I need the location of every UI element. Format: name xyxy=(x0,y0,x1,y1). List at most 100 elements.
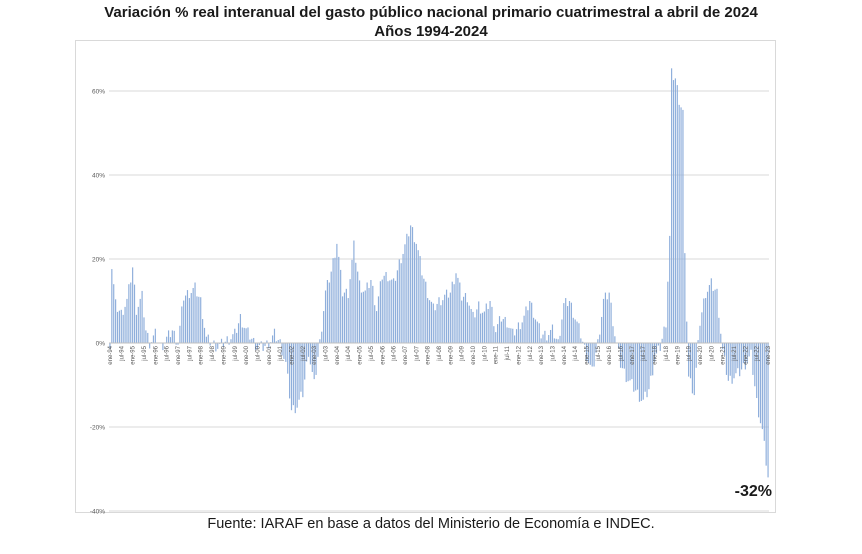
x-tick-label: jul-01 xyxy=(278,345,284,361)
bar xyxy=(430,301,433,343)
bar xyxy=(245,328,247,343)
bar xyxy=(712,290,714,343)
bar xyxy=(487,308,489,343)
y-tick-label: 0% xyxy=(96,341,106,348)
bar xyxy=(209,343,211,346)
bar xyxy=(754,343,756,387)
x-tick-label: jul-06 xyxy=(392,345,398,361)
bar xyxy=(580,338,582,343)
bar xyxy=(644,343,646,392)
bar xyxy=(428,300,431,343)
bar xyxy=(453,284,455,343)
bar xyxy=(631,343,633,380)
bar xyxy=(514,335,516,343)
bar xyxy=(703,298,705,343)
x-tick-label: jul-03 xyxy=(324,345,330,361)
bar xyxy=(132,267,134,343)
x-tick-label: jul-16 xyxy=(619,345,625,361)
bar xyxy=(498,316,501,343)
x-tick-label: jul-14 xyxy=(573,345,579,361)
bar xyxy=(141,290,143,343)
bar xyxy=(565,298,567,343)
bar xyxy=(461,300,463,343)
bar xyxy=(167,330,170,343)
bar xyxy=(162,343,164,351)
bar xyxy=(508,327,510,343)
bar xyxy=(247,327,249,343)
bar xyxy=(324,290,327,343)
bar xyxy=(480,313,482,343)
x-tick-label: ene-96 xyxy=(153,345,159,364)
bar xyxy=(230,339,232,343)
bar xyxy=(689,343,692,379)
bar xyxy=(457,277,459,343)
bar xyxy=(576,321,578,343)
y-tick-label: 40% xyxy=(92,173,105,180)
bar xyxy=(701,312,703,343)
bar xyxy=(447,297,450,343)
bar xyxy=(283,343,285,359)
bar xyxy=(336,243,338,343)
bar xyxy=(601,316,603,343)
bar xyxy=(374,305,376,343)
bar xyxy=(746,343,748,364)
bar xyxy=(676,85,678,343)
bar xyxy=(190,293,192,343)
x-tick-label: ene-13 xyxy=(539,345,545,364)
x-tick-label: jul-00 xyxy=(255,345,261,361)
bar xyxy=(604,292,607,343)
bar xyxy=(708,285,711,343)
bar xyxy=(705,298,707,343)
bar xyxy=(220,338,223,343)
x-tick-label: jul-08 xyxy=(437,345,443,361)
bar xyxy=(657,343,659,346)
bar xyxy=(273,328,276,343)
bar xyxy=(115,299,117,343)
bar xyxy=(548,335,550,343)
bar xyxy=(328,282,330,343)
bar xyxy=(572,317,574,343)
y-tick-label: 60% xyxy=(92,89,105,96)
bar xyxy=(733,343,735,379)
bar xyxy=(345,288,347,343)
bar xyxy=(385,272,387,343)
x-tick-label: ene-05 xyxy=(358,345,364,364)
bar xyxy=(449,292,451,343)
bar xyxy=(215,343,217,352)
bar xyxy=(659,343,661,351)
bar xyxy=(767,343,769,478)
bar xyxy=(654,343,656,362)
bar xyxy=(224,341,226,343)
bar xyxy=(256,343,259,349)
bar xyxy=(591,343,593,367)
bar xyxy=(113,284,115,343)
bar xyxy=(542,334,544,343)
bar xyxy=(497,324,499,343)
bar xyxy=(203,327,206,343)
bar xyxy=(326,280,329,343)
bar xyxy=(549,329,552,343)
bar xyxy=(759,343,762,424)
x-tick-label: ene-23 xyxy=(766,345,772,364)
x-tick-label: ene-21 xyxy=(721,345,727,364)
bar xyxy=(268,343,270,349)
bar xyxy=(646,343,648,398)
bar xyxy=(519,329,521,343)
bar xyxy=(525,306,527,343)
bar xyxy=(394,280,397,343)
bar xyxy=(234,328,236,343)
bar xyxy=(442,300,444,343)
bar xyxy=(194,282,196,343)
bar xyxy=(483,311,485,343)
bar xyxy=(674,78,676,344)
bar xyxy=(493,326,495,343)
bar xyxy=(419,256,421,343)
bar xyxy=(239,314,242,343)
bar xyxy=(661,338,663,343)
x-tick-label: jul-07 xyxy=(414,345,420,361)
bar xyxy=(472,311,474,343)
bar xyxy=(413,242,416,343)
bar xyxy=(222,343,224,347)
bar xyxy=(281,343,283,356)
bar xyxy=(362,291,364,343)
